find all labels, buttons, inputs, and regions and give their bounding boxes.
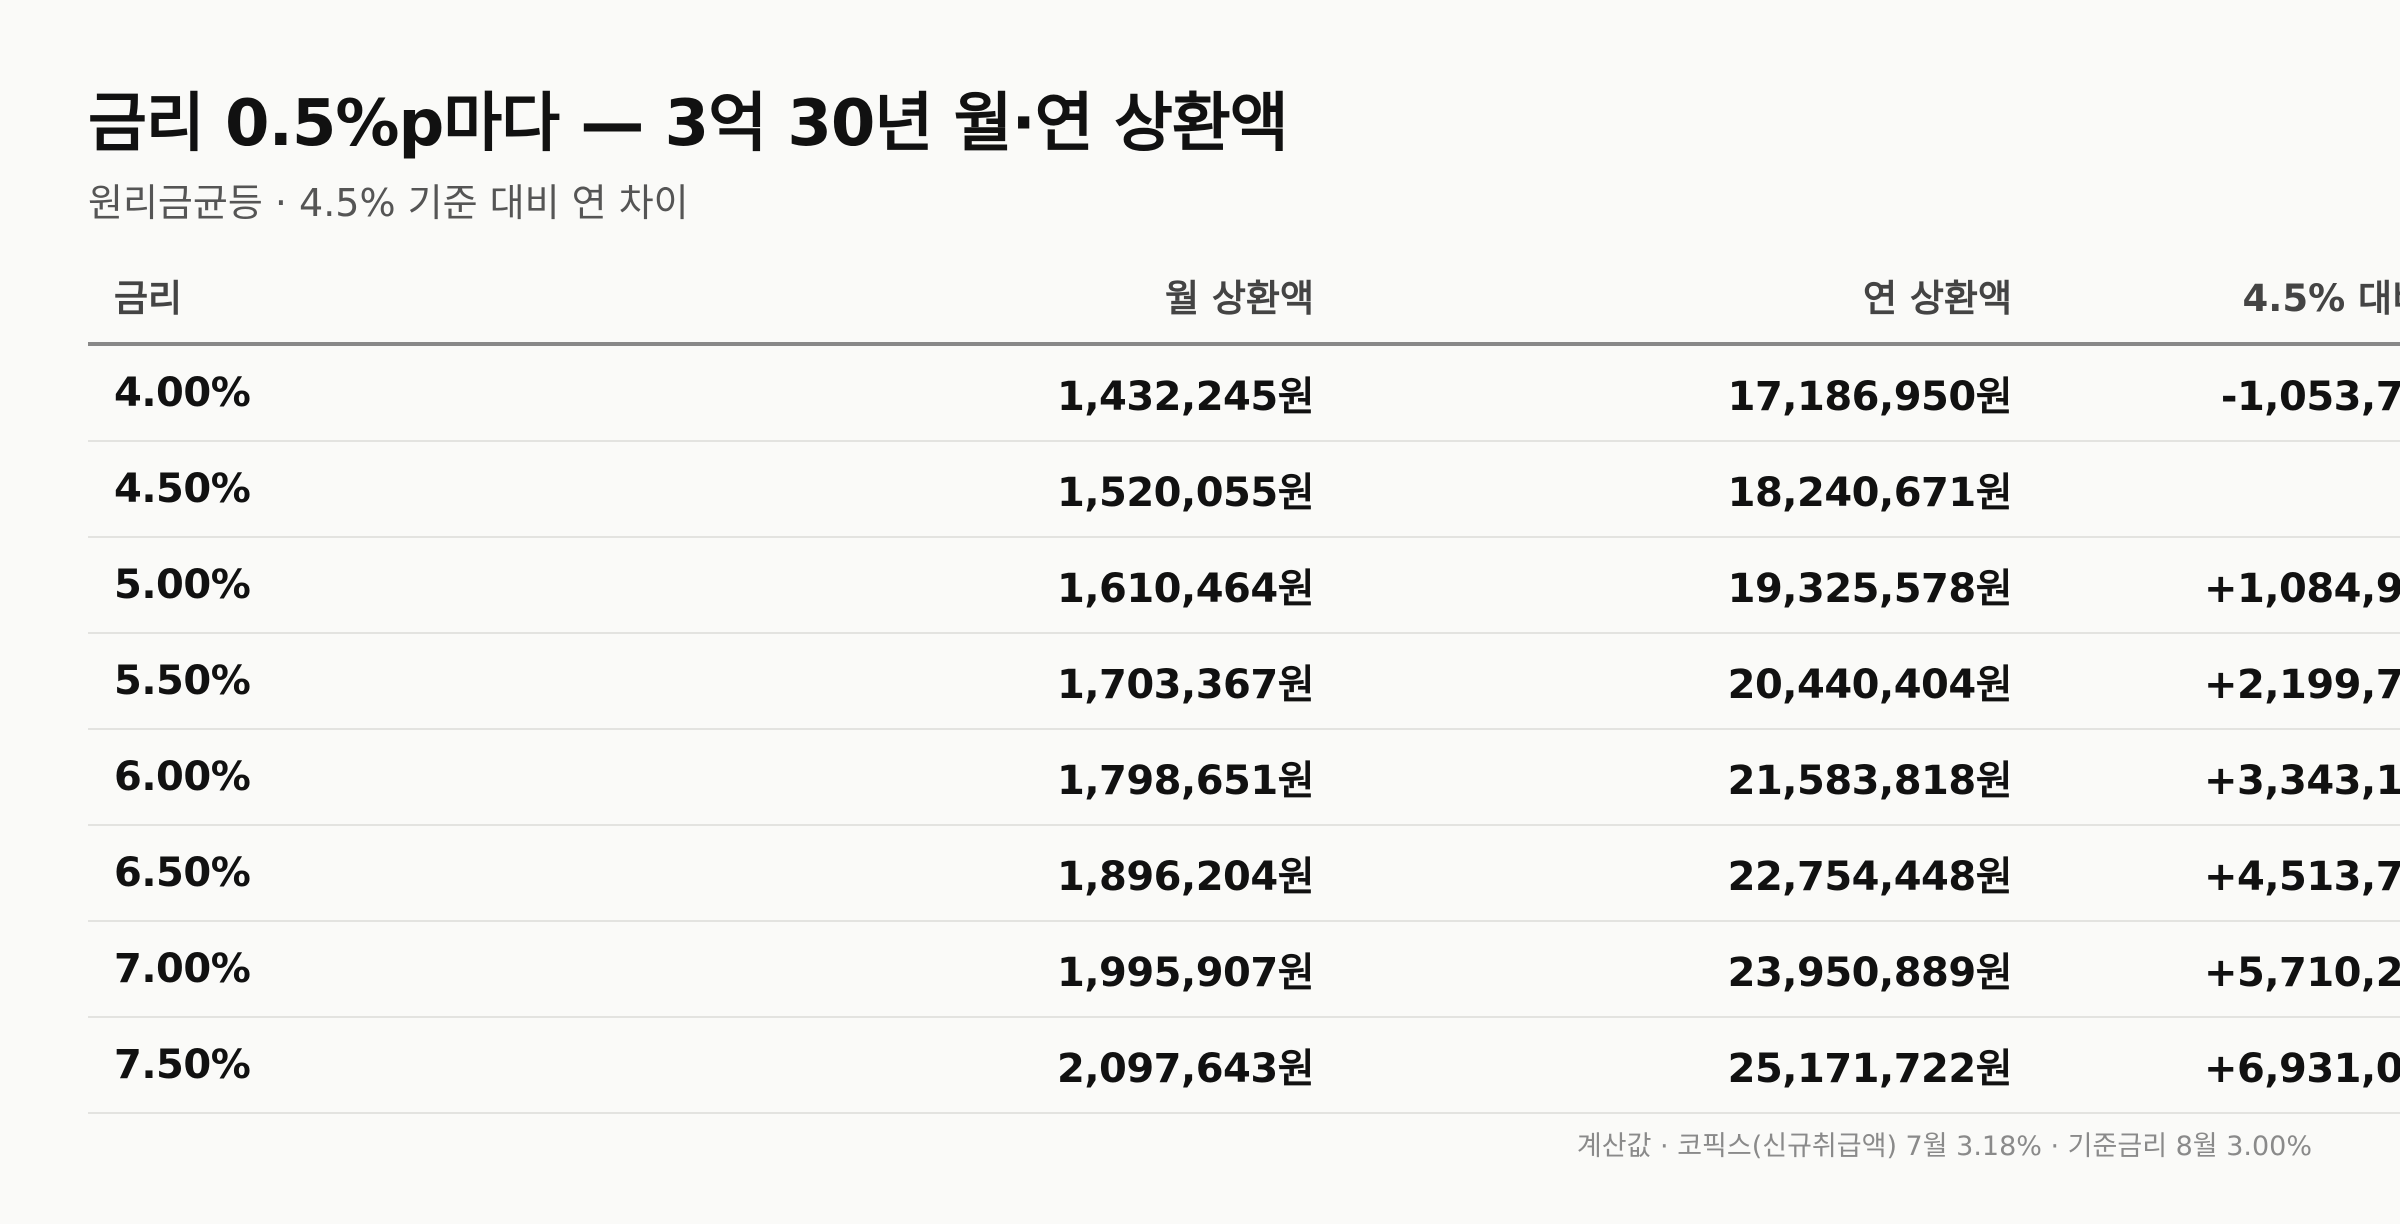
column-header-monthly: 월 상환액	[700, 248, 1340, 346]
rate-cell: 4.50%	[88, 441, 700, 538]
monthly-payment-cell: 1,995,907원	[700, 921, 1340, 1018]
yearly-diff-cell: +6,931,051원	[2038, 1017, 2400, 1114]
source-note: 계산값 · 코픽스(신규취급액) 7월 3.18% · 기준금리 8월 3.00…	[1576, 1131, 2312, 1162]
rate-cell: 6.50%	[88, 825, 700, 922]
table-header-row: 금리 월 상환액 연 상환액 4.5% 대비(연)	[88, 248, 2400, 346]
yearly-payment-cell: 19,325,578원	[1340, 537, 2038, 634]
monthly-payment-cell: 2,097,643원	[700, 1017, 1340, 1114]
yearly-diff-cell: +3,343,147원	[2038, 729, 2400, 826]
repayment-table: 금리 월 상환액 연 상환액 4.5% 대비(연) 4.00%1,432,245…	[88, 248, 2400, 1114]
rate-cell: 5.00%	[88, 537, 700, 634]
yearly-payment-cell: 23,950,889원	[1340, 921, 2038, 1018]
yearly-payment-cell: 22,754,448원	[1340, 825, 2038, 922]
monthly-payment-cell: 1,520,055원	[700, 441, 1340, 538]
rate-cell: 5.50%	[88, 633, 700, 730]
rate-cell: 6.00%	[88, 729, 700, 826]
chart-subtitle: 원리금균등 · 4.5% 기준 대비 연 차이	[88, 181, 689, 225]
yearly-payment-cell: 20,440,404원	[1340, 633, 2038, 730]
monthly-payment-cell: 1,703,367원	[700, 633, 1340, 730]
yearly-diff-cell: +5,710,218원	[2038, 921, 2400, 1018]
yearly-payment-cell: 21,583,818원	[1340, 729, 2038, 826]
yearly-diff-cell: -1,053,720원	[2038, 344, 2400, 442]
rate-cell: 7.00%	[88, 921, 700, 1018]
column-header-rate: 금리	[88, 248, 700, 346]
monthly-payment-cell: 1,610,464원	[700, 537, 1340, 634]
chart-title: 금리 0.5%p마다 — 3억 30년 월·연 상환액	[88, 87, 1289, 161]
yearly-payment-cell: 18,240,671원	[1340, 441, 2038, 538]
yearly-diff-cell: +0원	[2038, 441, 2400, 538]
table-body: 4.00%1,432,245원17,186,950원-1,053,720원4.5…	[88, 344, 2400, 1114]
yearly-payment-cell: 25,171,722원	[1340, 1017, 2038, 1114]
yearly-diff-cell: +4,513,777원	[2038, 825, 2400, 922]
rate-cell: 4.00%	[88, 344, 700, 442]
rate-cell: 7.50%	[88, 1017, 700, 1114]
monthly-payment-cell: 1,896,204원	[700, 825, 1340, 922]
monthly-payment-cell: 1,432,245원	[700, 344, 1340, 442]
yearly-diff-cell: +2,199,732원	[2038, 633, 2400, 730]
monthly-payment-cell: 1,798,651원	[700, 729, 1340, 826]
yearly-payment-cell: 17,186,950원	[1340, 344, 2038, 442]
column-header-yearly: 연 상환액	[1340, 248, 2038, 346]
yearly-diff-cell: +1,084,907원	[2038, 537, 2400, 634]
column-header-diff: 4.5% 대비(연)	[2038, 248, 2400, 346]
